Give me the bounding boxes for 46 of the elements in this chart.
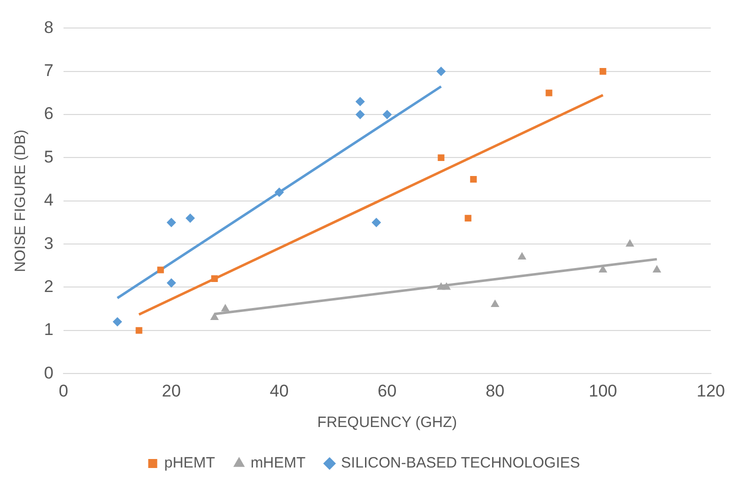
y-tick-label: 3 (44, 234, 54, 253)
point (210, 312, 218, 320)
point (436, 66, 446, 76)
point (356, 110, 365, 120)
point (491, 300, 499, 308)
x-tick-label: 80 (486, 381, 504, 400)
point (438, 154, 444, 162)
y-tick-label: 5 (44, 147, 54, 166)
point (546, 90, 552, 96)
point (274, 188, 284, 197)
y-tick-label: 7 (44, 61, 54, 80)
y-tick-label: 0 (44, 363, 54, 382)
point (442, 282, 450, 290)
point (626, 240, 634, 247)
point (211, 275, 218, 282)
point (372, 218, 381, 227)
x-tick-label: 100 (588, 381, 618, 400)
point (382, 110, 392, 120)
x-tick-label: 40 (270, 381, 289, 400)
legend-label: mHEMT (250, 454, 306, 472)
x-tick-label: 20 (162, 381, 181, 400)
point (112, 317, 122, 326)
point (166, 218, 176, 227)
legend-label: SILICON-BASED TECHNOLOGIES (341, 454, 580, 472)
y-tick-label: 6 (44, 104, 54, 124)
y-tick-label: 4 (44, 190, 54, 210)
point (518, 252, 526, 260)
point (356, 97, 365, 106)
y-tick-label: 8 (44, 18, 54, 37)
point (470, 176, 477, 183)
point (600, 68, 606, 75)
x-tick-label: 120 (696, 381, 726, 400)
point (464, 214, 472, 222)
point (221, 304, 230, 312)
legend-label: pHEMT (164, 454, 216, 472)
y-tick-label: 1 (44, 320, 54, 340)
point (166, 278, 176, 288)
y-axis-title: NOISE FIGURE (DB) (12, 130, 30, 272)
y-tick-label: 2 (44, 276, 54, 296)
x-tick-label: 0 (58, 381, 68, 400)
point (652, 265, 661, 272)
x-tick-label: 60 (378, 381, 397, 400)
point (136, 327, 142, 334)
x-axis-title: FREQUENCY (GHZ) (317, 414, 458, 432)
point (157, 266, 164, 274)
point (186, 214, 195, 223)
